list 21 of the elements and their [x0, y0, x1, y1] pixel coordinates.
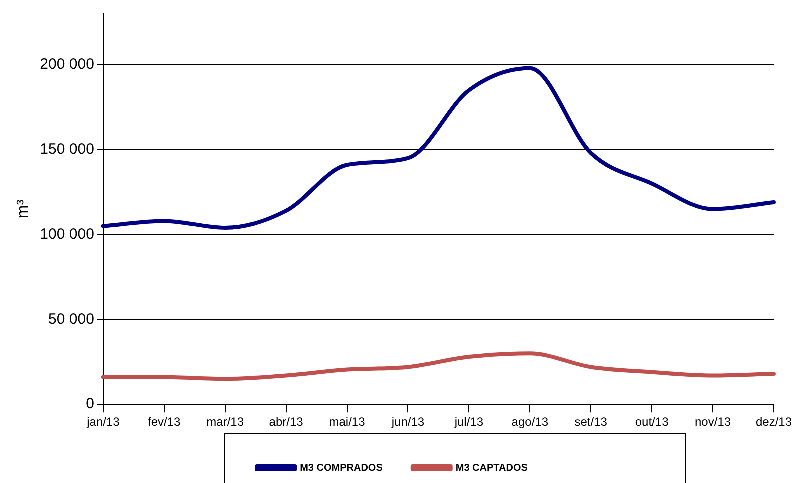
x-tick-label: jan/13 — [86, 415, 120, 430]
x-tick-label: jun/13 — [390, 415, 425, 430]
x-tick-label: set/13 — [574, 415, 608, 430]
x-tick-label: dez/13 — [756, 415, 792, 430]
y-tick-label: 150 000 — [40, 141, 94, 158]
line-series — [101, 352, 776, 382]
x-tick-label: ago/13 — [512, 415, 549, 430]
x-tick-label: abr/13 — [269, 415, 304, 430]
y-axis-title: m³ — [15, 199, 32, 219]
x-tick-label: nov/13 — [695, 415, 732, 430]
x-tick-label: jul/13 — [454, 415, 484, 430]
x-tick-label: mai/13 — [329, 415, 366, 430]
x-tick-label: out/13 — [635, 415, 670, 430]
y-tick-label: 0 — [86, 396, 94, 413]
x-tick-label: fev/13 — [148, 415, 182, 430]
legend-label: M3 COMPRADOS — [300, 462, 384, 474]
x-tick-label: mar/13 — [206, 415, 244, 430]
legend-label: M3 CAPTADOS — [456, 462, 528, 474]
y-tick-label: 100 000 — [40, 226, 94, 243]
y-tick-label: 200 000 — [40, 56, 94, 74]
y-tick-label: 50 000 — [48, 310, 94, 328]
